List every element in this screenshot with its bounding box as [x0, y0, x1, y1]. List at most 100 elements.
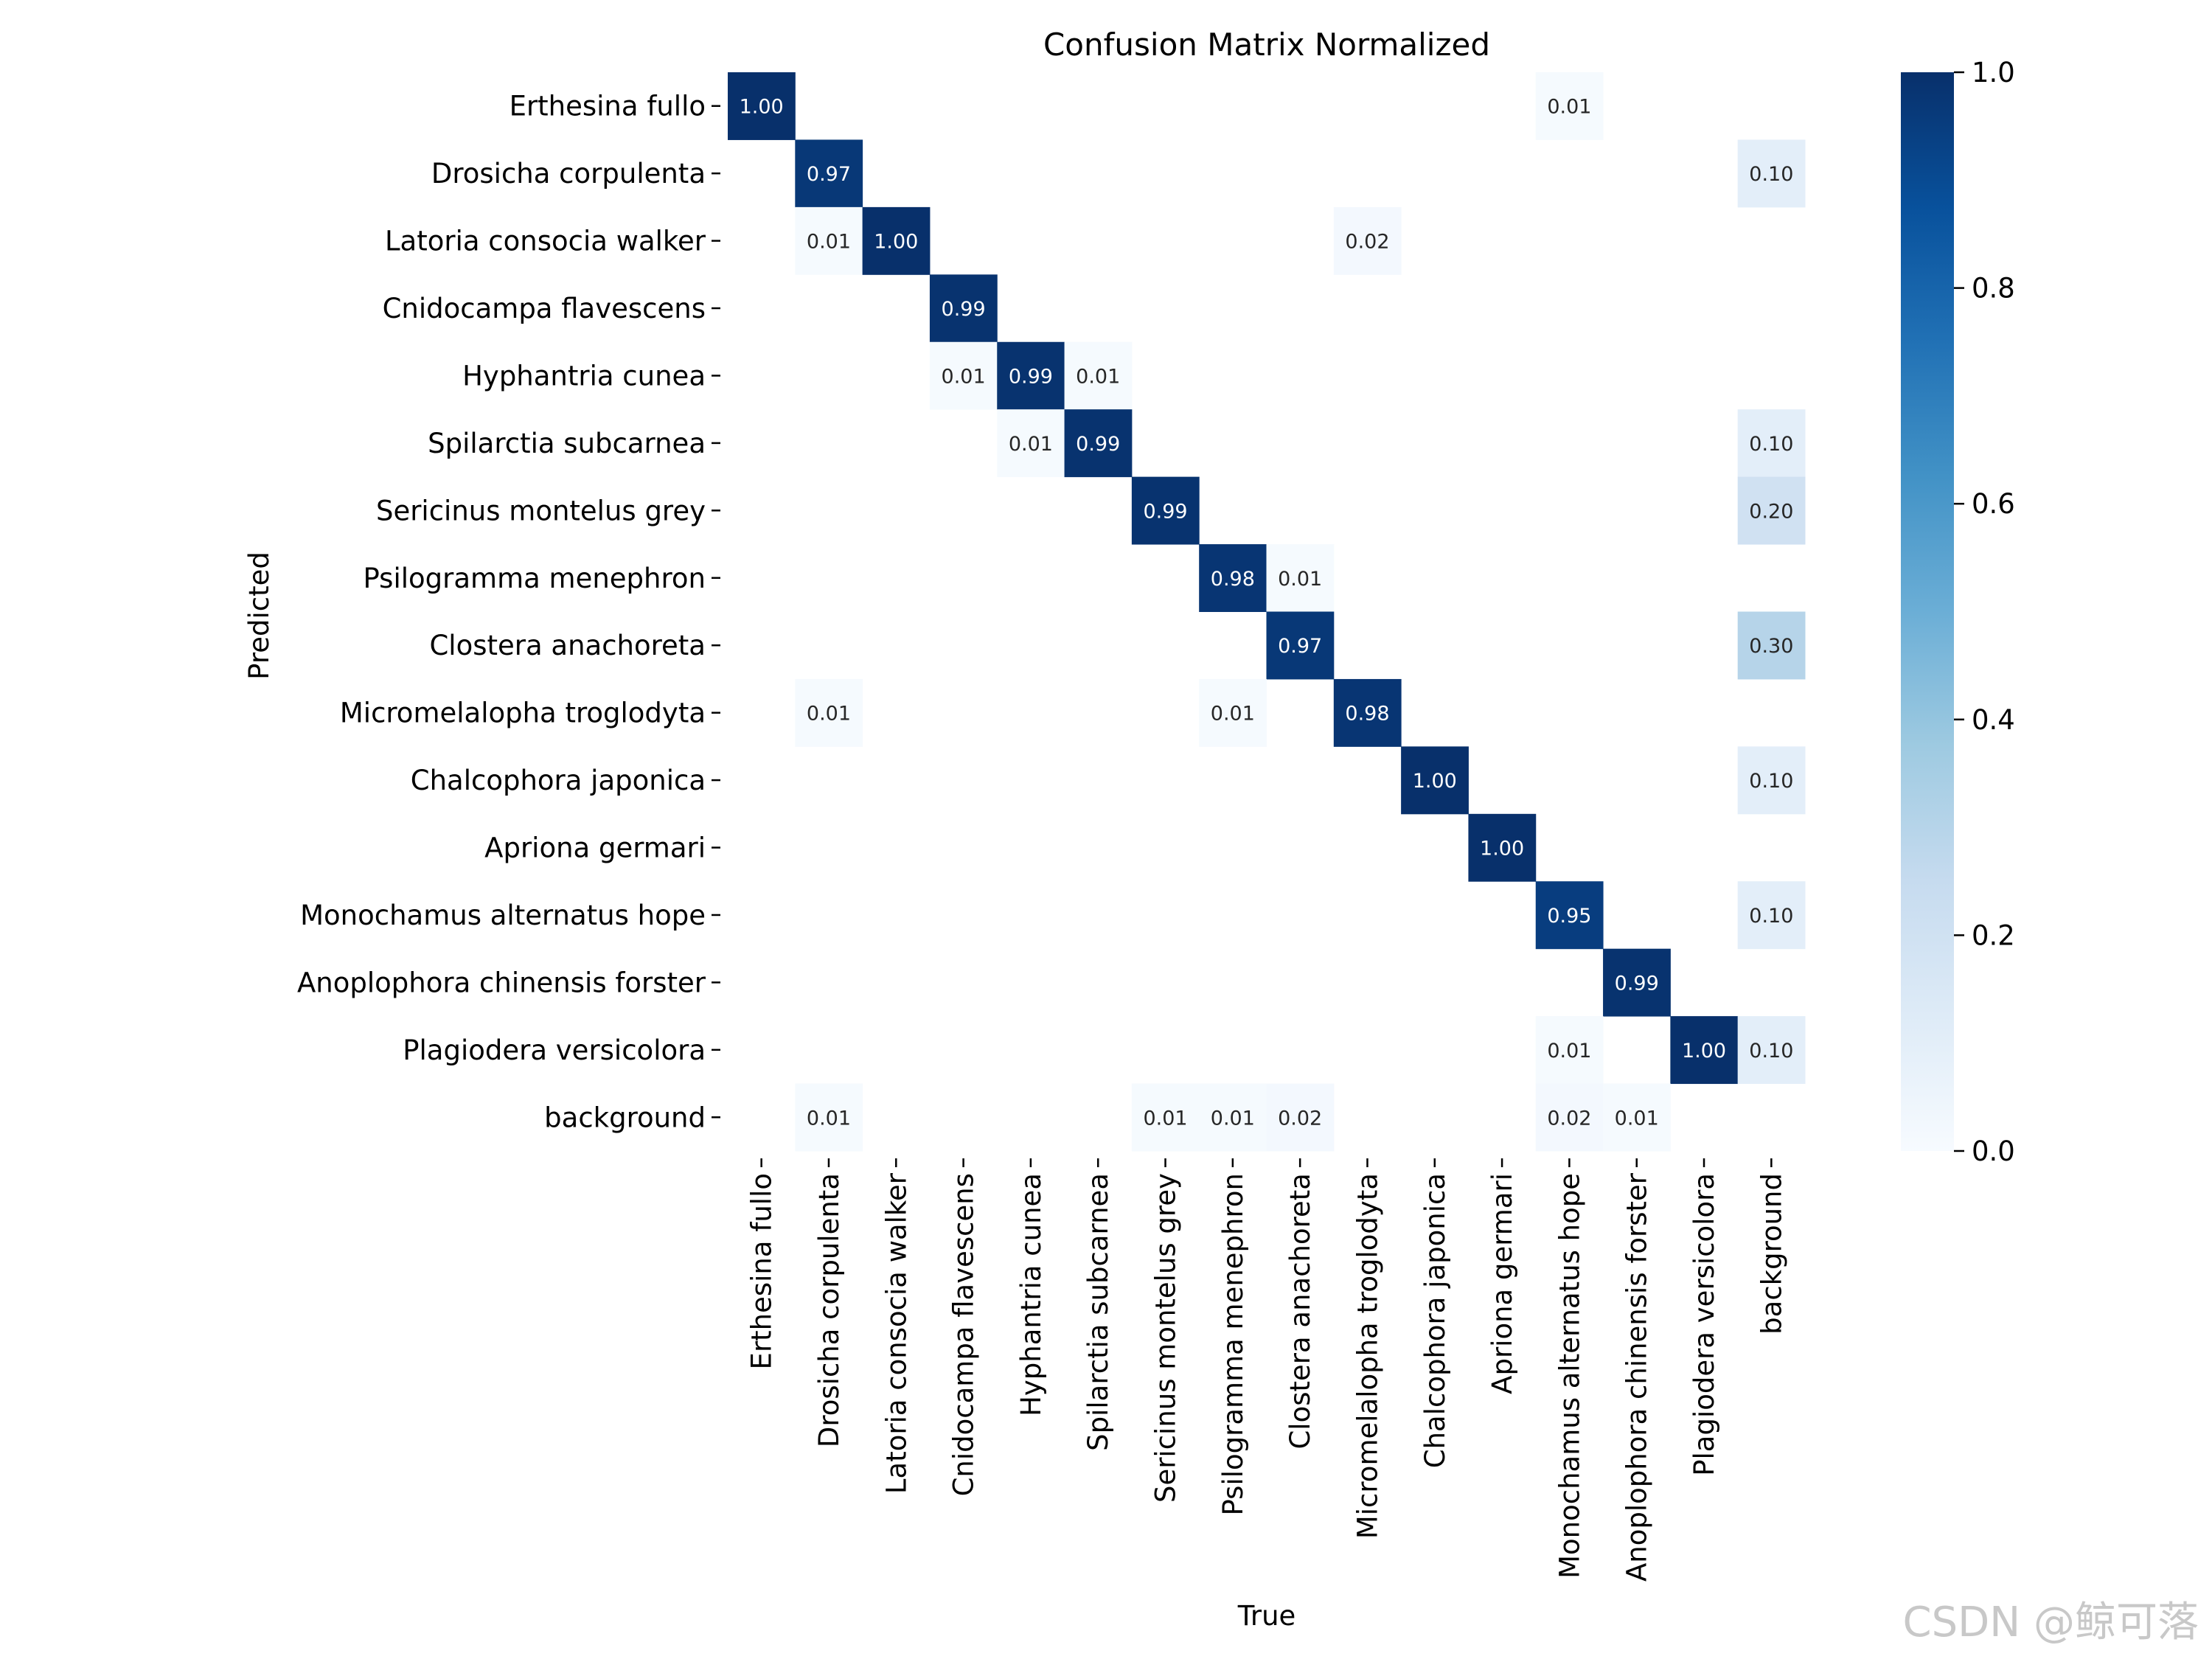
- heatmap-cell: [1266, 544, 1335, 612]
- cell-value-label: 0.99: [1143, 500, 1187, 523]
- heatmap-cell: [1266, 611, 1335, 680]
- x-tick-label: Hyphantria cunea: [1015, 1173, 1047, 1416]
- x-tick-label: Sericinus montelus grey: [1150, 1173, 1182, 1503]
- heatmap-cell: [1737, 881, 1806, 950]
- heatmap-cell: [1131, 1083, 1200, 1152]
- cell-value-label: 0.99: [942, 298, 986, 321]
- heatmap-cell: [1199, 1083, 1267, 1152]
- colorbar-tick-label: 1.0: [1972, 57, 2015, 88]
- cell-value-label: 0.01: [1076, 365, 1120, 388]
- cell-value-label: 0.01: [807, 231, 851, 254]
- x-tick-labels: Erthesina fullo Drosicha corpulenta Latori…: [746, 1158, 1787, 1582]
- colorbar-tick-label: 0.8: [1972, 273, 2015, 305]
- x-tick-label: Erthesina fullo: [746, 1173, 778, 1369]
- heatmap-cell: [1670, 1016, 1739, 1085]
- y-tick-label: Spilarctia subcarnea: [428, 428, 706, 459]
- cell-value-label: 1.00: [1413, 770, 1457, 793]
- heatmap-cell: [1131, 476, 1200, 545]
- heatmap-cell: [1535, 881, 1604, 950]
- heatmap-cell: [1064, 341, 1133, 410]
- x-tick-label: Spilarctia subcarnea: [1082, 1173, 1114, 1451]
- cell-value-label: 0.97: [1278, 635, 1322, 658]
- cell-value-label: 1.00: [1480, 838, 1524, 860]
- heatmap-cell: [997, 409, 1065, 478]
- y-tick-label: Anoplophora chinensis forster: [297, 967, 706, 998]
- y-tick-label: Hyphantria cunea: [462, 360, 706, 392]
- heatmap-cell: [862, 206, 931, 275]
- cell-value-label: 0.20: [1749, 500, 1793, 523]
- y-tick-label: Cnidocampa flavescens: [383, 293, 706, 324]
- heatmap-cell: [1266, 1083, 1335, 1152]
- cell-value-label: 0.10: [1749, 905, 1793, 928]
- cell-value-label: 0.10: [1749, 770, 1793, 793]
- y-tick-label: Latoria consocia walker: [385, 226, 706, 257]
- cell-value-label: 0.30: [1749, 635, 1793, 658]
- heatmap-cell: [1535, 1083, 1604, 1152]
- x-tick-label: Micromelalopha troglodyta: [1352, 1173, 1383, 1539]
- heatmap-cell: [1199, 678, 1267, 747]
- heatmap-cell: [1401, 746, 1469, 815]
- cell-value-label: 0.99: [1009, 365, 1053, 388]
- heatmap-cell: [1603, 948, 1671, 1017]
- cell-value-label: 0.97: [807, 163, 851, 186]
- cell-value-label: 0.01: [1211, 703, 1255, 726]
- cell-value-label: 0.99: [1615, 972, 1659, 995]
- x-tick-label: Clostera anachoreta: [1284, 1173, 1316, 1450]
- y-axis-label: Predicted: [243, 552, 275, 680]
- heatmap-cell: [795, 139, 863, 208]
- colorbar-tick-label: 0.2: [1972, 919, 2015, 951]
- heatmap-cell: [929, 274, 998, 343]
- y-tick-label: Monochamus alternatus hope: [300, 900, 706, 931]
- x-tick-label: Chalcophora japonica: [1419, 1173, 1451, 1468]
- x-tick-label: Apriona germari: [1486, 1173, 1518, 1394]
- y-tick-label: Sericinus montelus grey: [376, 495, 706, 526]
- y-tick-labels: Erthesina fullo Drosicha corpulenta Latori…: [297, 91, 720, 1133]
- heatmap-cell: [1737, 139, 1806, 208]
- heatmap-cell: [929, 341, 998, 410]
- heatmap-cell: [795, 678, 863, 747]
- cell-value-label: 0.95: [1547, 905, 1591, 928]
- heatmap-cell: [1737, 1016, 1806, 1085]
- cell-value-label: 0.01: [807, 1107, 851, 1130]
- heatmap-cell: [1737, 409, 1806, 478]
- cell-value-label: 0.01: [1143, 1107, 1187, 1130]
- x-tick-label: Anoplophora chinensis forster: [1621, 1172, 1653, 1582]
- heatmap-cell: [1603, 1083, 1671, 1152]
- x-tick-label: Drosicha corpulenta: [813, 1173, 845, 1447]
- heatmap-cell: [1333, 206, 1402, 275]
- cell-value-label: 0.01: [1009, 433, 1053, 456]
- cell-value-label: 1.00: [874, 231, 918, 254]
- cell-value-label: 1.00: [740, 96, 784, 119]
- x-tick-label: Monochamus alternatus hope: [1554, 1173, 1585, 1579]
- heatmap-cell: [1468, 813, 1537, 882]
- heatmap-cell: [795, 206, 863, 275]
- cell-value-label: 0.10: [1749, 433, 1793, 456]
- cell-value-label: 0.01: [1547, 1040, 1591, 1062]
- cell-value-label: 0.98: [1211, 568, 1255, 591]
- y-tick-label: Chalcophora japonica: [411, 765, 706, 796]
- cell-value-label: 0.98: [1345, 703, 1389, 726]
- heatmap-cell: [1737, 611, 1806, 680]
- x-tick-label: Latoria consocia walker: [880, 1172, 912, 1494]
- watermark: CSDN @鲸可落: [1902, 1599, 2199, 1646]
- cell-value-label: 0.10: [1749, 1040, 1793, 1062]
- heatmap-cell: [1535, 72, 1604, 140]
- heatmap-cell: [1199, 544, 1267, 612]
- cell-value-label: 0.02: [1278, 1107, 1322, 1130]
- chart-title: Confusion Matrix Normalized: [1043, 27, 1490, 63]
- colorbar-tick-label: 0.6: [1972, 488, 2015, 520]
- cell-value-label: 0.99: [1076, 433, 1120, 456]
- cell-value-label: 0.02: [1547, 1107, 1591, 1130]
- colorbar-tick-label: 0.4: [1972, 704, 2015, 736]
- heatmap-cells: 1.00 0.01 0.97 0.10 0.01 1.00 0.02 0.99 0.01 0.99…: [728, 72, 1806, 1152]
- colorbar-ticks: 0.0 0.2 0.4 0.6 0.8 1.0: [1954, 57, 2015, 1167]
- heatmap-cell: [1737, 476, 1806, 545]
- x-tick-label: Psilogramma menephron: [1217, 1173, 1249, 1515]
- x-axis-label: True: [1237, 1600, 1296, 1632]
- cell-value-label: 0.01: [942, 365, 986, 388]
- cell-value-label: 0.02: [1345, 231, 1389, 254]
- x-tick-label: Cnidocampa flavescens: [948, 1173, 980, 1496]
- colorbar-tick-label: 0.0: [1972, 1135, 2015, 1167]
- heatmap-cell: [1064, 409, 1133, 478]
